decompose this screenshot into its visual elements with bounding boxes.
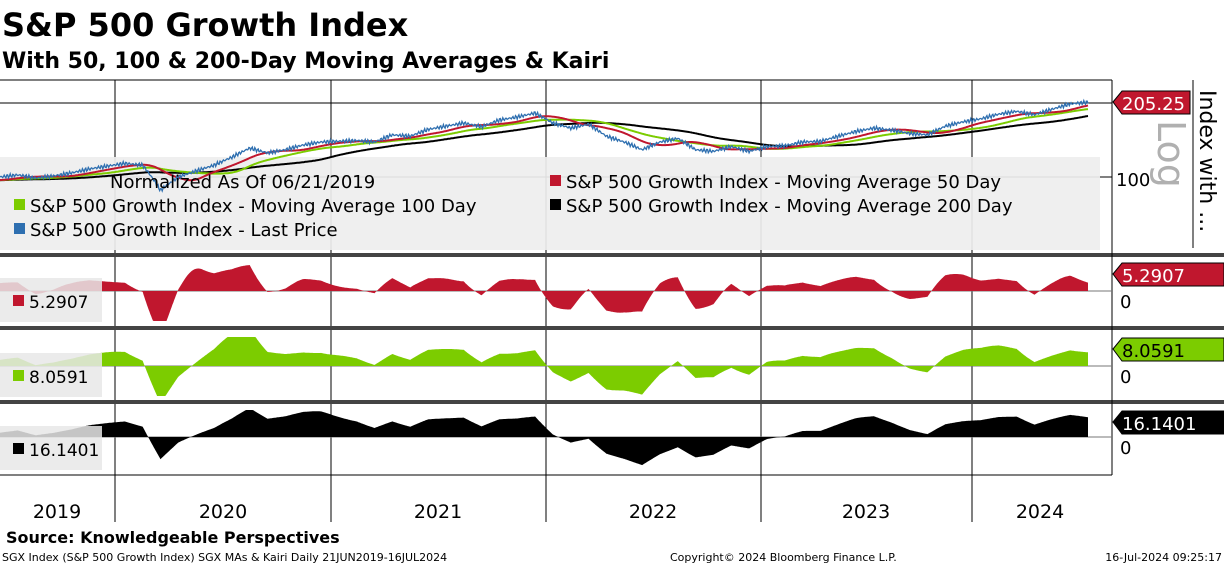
legend-ma50: S&P 500 Growth Index - Moving Average 50… xyxy=(566,172,1001,193)
last-price-tag xyxy=(1112,90,1191,115)
y-tick-100: 100 xyxy=(1116,170,1150,191)
legend-ma200: S&P 500 Growth Index - Moving Average 20… xyxy=(566,196,1013,217)
kairi-last-tag xyxy=(1112,337,1224,362)
kairi-last-tag xyxy=(1112,410,1224,435)
kairi-last-value: 16.1401 xyxy=(1122,414,1196,435)
footer-copyright: Copyright© 2024 Bloomberg Finance L.P. xyxy=(670,551,897,564)
kairi-legend-swatch xyxy=(13,443,24,454)
legend-swatch-ma200 xyxy=(550,199,561,210)
ma100-line xyxy=(0,108,1089,182)
legend-swatch-price xyxy=(14,223,25,234)
footer-info: SGX Index (S&P 500 Growth Index) SGX MAs… xyxy=(2,551,447,564)
kairi-legend-swatch xyxy=(13,295,24,306)
kairi-last-tag xyxy=(1112,262,1224,287)
kairi-zero-label: 0 xyxy=(1120,292,1131,313)
source-text: Source: Knowledgeable Perspectives xyxy=(6,528,340,547)
kairi-panel-50: 5.2907 5.2907 0 xyxy=(0,262,1224,322)
x-tick-label: 2021 xyxy=(414,501,462,523)
chart-subtitle: With 50, 100 & 200-Day Moving Averages &… xyxy=(2,49,609,74)
kairi-zero-label: 0 xyxy=(1120,438,1131,459)
panel-separator xyxy=(0,400,1224,404)
legend-price: S&P 500 Growth Index - Last Price xyxy=(30,220,338,241)
x-tick-label: 2024 xyxy=(1016,501,1064,523)
panel-separator xyxy=(0,326,1224,330)
kairi-last-value: 8.0591 xyxy=(1122,341,1185,362)
panel-separator xyxy=(0,253,1224,257)
kairi-panel-100: 8.0591 8.0591 0 xyxy=(0,337,1224,397)
kairi-legend-value: 5.2907 xyxy=(29,293,88,313)
kairi-legend-value: 8.0591 xyxy=(29,368,88,388)
legend-ma100: S&P 500 Growth Index - Moving Average 10… xyxy=(30,196,477,217)
kairi-area-200 xyxy=(0,410,1088,466)
ma200-line xyxy=(0,115,1089,182)
kairi-panel-200: 16.1401 16.1401 0 xyxy=(0,410,1224,470)
x-tick-label: 2019 xyxy=(33,501,81,523)
kairi-zero-label: 0 xyxy=(1120,367,1131,388)
legend-swatch-ma50 xyxy=(550,175,561,186)
log-watermark: Log xyxy=(1149,120,1193,188)
kairi-last-value: 5.2907 xyxy=(1122,266,1185,287)
x-tick-label: 2022 xyxy=(629,501,677,523)
kairi-legend-swatch xyxy=(13,370,24,381)
y-axis-label: Index with ... xyxy=(1194,90,1219,232)
chart-title: S&P 500 Growth Index xyxy=(2,6,409,44)
x-tick-label: 2023 xyxy=(842,501,890,523)
footer-timestamp: 16-Jul-2024 09:25:17 xyxy=(1105,551,1222,564)
kairi-area-50 xyxy=(0,265,1088,321)
kairi-legend-value: 16.1401 xyxy=(29,441,99,461)
last-price-value: 205.25 xyxy=(1122,94,1185,115)
legend-normalized: Normalized As Of 06/21/2019 xyxy=(110,172,375,193)
price-line xyxy=(0,98,1089,193)
legend: Normalized As Of 06/21/2019 S&P 500 Grow… xyxy=(14,172,1013,241)
x-tick-label: 2020 xyxy=(199,501,247,523)
legend-swatch-ma100 xyxy=(14,199,25,210)
